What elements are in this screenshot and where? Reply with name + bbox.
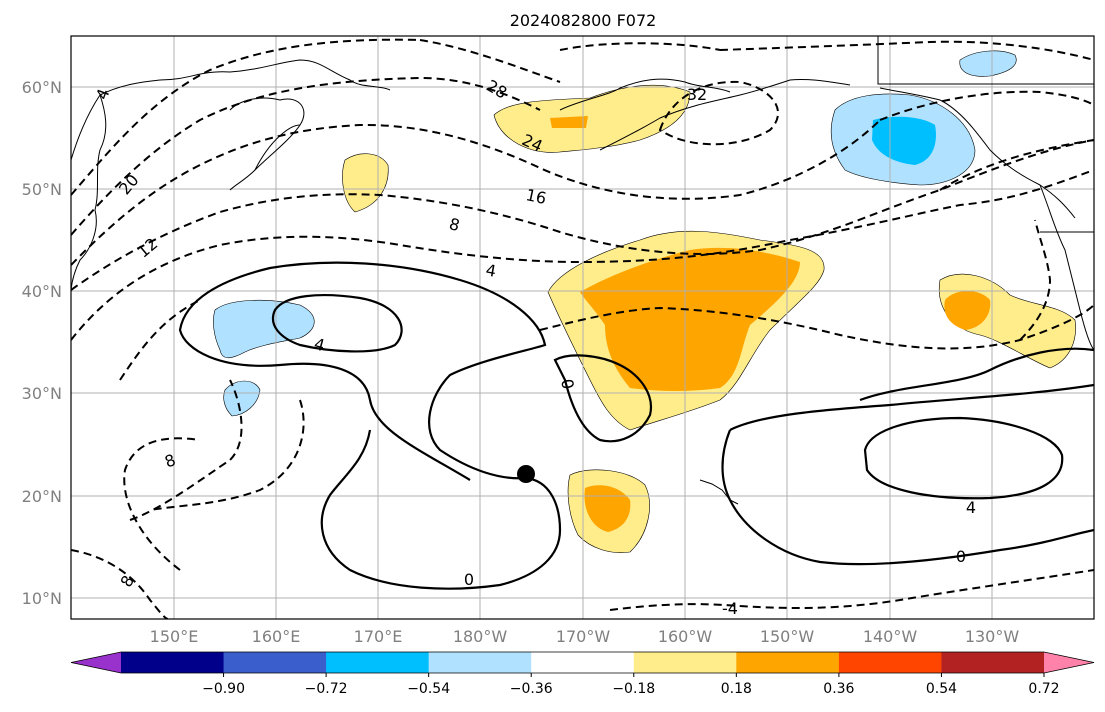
lon-label: 170°W xyxy=(556,627,611,646)
colorbar-segment xyxy=(838,652,942,673)
colorbar-tick-label: 0.54 xyxy=(926,681,957,697)
colorbar-segment xyxy=(428,652,532,673)
contour-label: 28 xyxy=(483,76,510,103)
map-area xyxy=(71,36,1094,619)
lon-label: 130°W xyxy=(965,627,1020,646)
colorbar-tick-label: −0.18 xyxy=(612,681,655,697)
colorbar-segment xyxy=(223,652,327,673)
contour-label: 4 xyxy=(966,498,976,517)
lon-label: 150°W xyxy=(760,627,815,646)
contour-label: 4 xyxy=(92,86,113,102)
lat-label: 30°N xyxy=(22,384,62,403)
colorbar-extend-high xyxy=(1044,652,1094,673)
colorbar-extend-low xyxy=(71,652,121,673)
colorbar-tick-label: −0.90 xyxy=(202,681,245,697)
colorbar-segment xyxy=(121,652,225,673)
gridlines xyxy=(71,36,1094,619)
colorbar-segment xyxy=(736,652,840,673)
colorbar-outline xyxy=(70,651,1095,674)
colorbar-segment xyxy=(326,652,430,673)
lon-label: 150°E xyxy=(150,627,199,646)
contour-label: 4 xyxy=(484,260,497,280)
contour-label: -4 xyxy=(722,599,738,618)
lon-label: 140°W xyxy=(863,627,918,646)
contour-label: 4 xyxy=(312,334,327,355)
lat-label: 20°N xyxy=(22,487,62,506)
contour-label: 12 xyxy=(134,234,162,262)
colorbar-segment xyxy=(633,652,737,673)
colorbar-segment xyxy=(941,652,1045,673)
colorbar-segment xyxy=(531,652,635,673)
negative-anomaly-fill xyxy=(213,50,1017,417)
contour-label: 0 xyxy=(464,570,474,589)
lat-label: 10°N xyxy=(22,589,62,608)
map-title: 2024082800 F072 xyxy=(510,11,657,30)
colorbar-tick-label: 0.36 xyxy=(823,681,854,697)
contour-label: 8 xyxy=(162,450,178,471)
colorbar: −0.90 −0.72 −0.54 −0.36 −0.18 0.18 0.36 0.54 0.7… xyxy=(70,651,1095,697)
colorbar-tick-label: −0.72 xyxy=(305,681,348,697)
contour-label: 16 xyxy=(524,185,548,208)
contour-label: 8 xyxy=(116,572,138,590)
colorbar-tick-label: −0.54 xyxy=(407,681,450,697)
latitude-labels: 60°N 50°N 40°N 30°N 20°N 10°N xyxy=(22,78,62,608)
point-marker xyxy=(517,465,535,483)
longitude-labels: 150°E 160°E 170°E 180°W 170°W 160°W 150°… xyxy=(150,627,1020,646)
contour-label: 32 xyxy=(687,85,707,104)
colorbar-tick-label: −0.36 xyxy=(510,681,553,697)
contour-label: 0 xyxy=(956,547,966,566)
lat-label: 50°N xyxy=(22,180,62,199)
lon-label: 170°E xyxy=(354,627,403,646)
lon-label: 160°E xyxy=(252,627,301,646)
colorbar-tick-label: 0.18 xyxy=(721,681,752,697)
lat-label: 60°N xyxy=(22,78,62,97)
lat-label: 40°N xyxy=(22,282,62,301)
contour-label: 20 xyxy=(115,171,143,199)
colorbar-tick-label: 0.72 xyxy=(1028,681,1059,697)
map-frame xyxy=(70,35,1095,620)
lon-label: 160°W xyxy=(658,627,713,646)
contour-label: 8 xyxy=(447,214,462,235)
positive-anomaly-fill xyxy=(342,84,1076,553)
contour-label: 0 xyxy=(557,377,577,390)
lon-label: 180°W xyxy=(453,627,508,646)
dashed-contours xyxy=(71,38,1094,619)
solid-contours xyxy=(178,261,1094,590)
